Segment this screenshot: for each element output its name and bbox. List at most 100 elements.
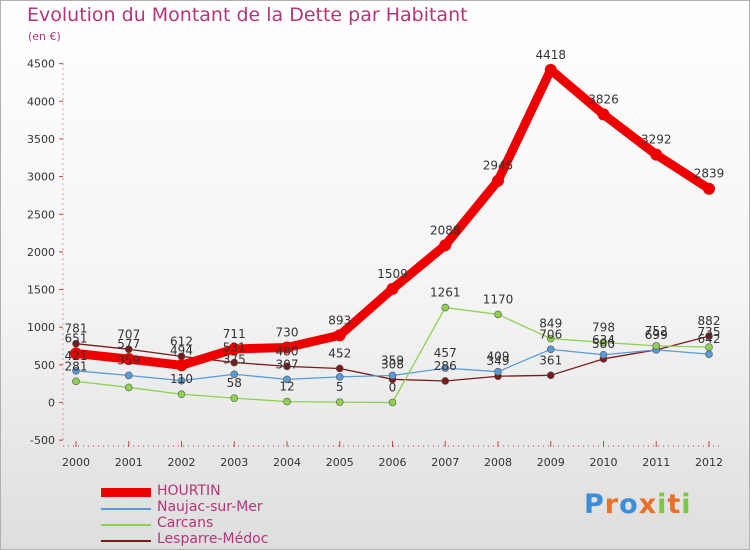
logo-letter: r: [604, 489, 620, 520]
data-point: [650, 148, 663, 161]
data-label: 0: [389, 381, 397, 395]
data-point: [705, 343, 713, 351]
x-tick-label: 2002: [168, 456, 196, 469]
x-tick-label: 2003: [220, 456, 248, 469]
data-point: [441, 364, 450, 372]
x-tick-label: 2005: [326, 456, 354, 469]
data-label: 798: [592, 320, 615, 334]
data-point: [335, 373, 344, 381]
logo-letter: i: [681, 489, 692, 520]
data-point: [230, 358, 239, 367]
x-tick-label: 2008: [484, 456, 512, 469]
x-tick-label: 2010: [590, 456, 618, 469]
data-point: [72, 339, 80, 348]
data-point: [492, 174, 504, 187]
data-label: 1509: [377, 267, 408, 281]
data-point: [283, 397, 291, 406]
data-point: [72, 366, 80, 375]
x-tick-label: 2009: [537, 456, 565, 469]
data-label: 612: [170, 334, 193, 348]
data-point: [388, 398, 397, 407]
data-label: 2839: [694, 167, 725, 181]
data-point: [441, 377, 450, 385]
data-label: 577: [117, 337, 140, 351]
data-point: [494, 367, 502, 376]
legend-swatch-naujac: [101, 508, 151, 510]
data-label: 452: [328, 346, 351, 360]
data-label: 409: [487, 350, 510, 364]
y-tick-label: 4500: [27, 58, 55, 71]
logo-letter: o: [619, 489, 639, 520]
data-point: [439, 239, 452, 252]
data-label: 752: [645, 324, 668, 338]
legend-label-naujac: Naujac-sur-Mer: [157, 499, 263, 515]
data-label: 706: [539, 327, 562, 341]
legend-swatch-hourtin: [101, 488, 151, 497]
y-tick-label: 1000: [27, 321, 55, 334]
data-label: 711: [223, 327, 246, 341]
data-label: 12: [279, 380, 294, 394]
data-label: 1261: [430, 286, 461, 300]
chart-title: Evolution du Montant de la Dette par Hab…: [27, 4, 468, 26]
data-point: [386, 282, 399, 295]
data-label: 349: [487, 354, 510, 368]
x-tick-label: 2006: [379, 456, 407, 469]
data-point: [599, 338, 608, 347]
data-label: 457: [434, 346, 457, 360]
data-label: 286: [434, 359, 457, 373]
logo-letter: P: [584, 489, 605, 520]
data-label: 882: [698, 314, 721, 328]
legend-label-lesparre: Lesparre-Médoc: [157, 531, 269, 547]
data-label: 359: [117, 353, 140, 367]
data-point: [705, 332, 713, 340]
data-point: [546, 371, 555, 380]
data-point: [70, 347, 82, 360]
data-label: 531: [223, 341, 246, 355]
data-label: 3292: [641, 133, 672, 147]
x-tick-label: 2004: [273, 456, 301, 469]
data-label: 307: [276, 357, 299, 371]
x-tick-label: 2011: [642, 456, 670, 469]
data-point: [230, 370, 239, 379]
data-point: [335, 398, 344, 406]
data-label: 651: [65, 331, 88, 345]
data-point: [283, 375, 291, 384]
data-point: [283, 362, 291, 371]
chart-unit: (en €): [28, 30, 61, 43]
data-label: 580: [592, 337, 615, 351]
data-label: 480: [276, 344, 299, 358]
data-label: 110: [170, 372, 193, 386]
data-point: [177, 376, 186, 385]
data-point: [124, 371, 133, 380]
legend-label-carcans: Carcans: [157, 515, 214, 531]
data-label: 361: [539, 353, 562, 367]
data-point: [177, 390, 186, 399]
data-label: 699: [645, 328, 668, 342]
data-label: 308: [381, 357, 404, 371]
y-tick-label: 4000: [27, 95, 55, 108]
y-tick-label: 2000: [27, 246, 55, 259]
y-tick-label: -500: [30, 434, 55, 447]
data-label: 781: [65, 322, 88, 336]
y-tick-label: 2500: [27, 208, 55, 221]
data-point: [546, 334, 555, 343]
data-label: 699: [645, 328, 668, 342]
data-point: [441, 303, 450, 312]
data-label: 1170: [483, 292, 514, 306]
x-tick-label: 2000: [62, 456, 90, 469]
data-point: [703, 182, 715, 195]
data-label: 707: [117, 327, 140, 341]
data-point: [599, 350, 608, 359]
data-point: [281, 341, 293, 354]
data-label: 5: [336, 380, 344, 394]
logo-letter: t: [667, 489, 682, 520]
data-label: 849: [539, 317, 562, 331]
logo-letter: x: [638, 489, 658, 520]
data-label: 2945: [483, 159, 514, 173]
legend-swatch-carcans: [101, 524, 151, 526]
data-point: [230, 394, 239, 402]
y-tick-label: 3500: [27, 133, 55, 146]
data-label: 58: [227, 376, 242, 390]
data-label: 3826: [588, 92, 619, 106]
legend-swatch-lesparre: [101, 540, 151, 542]
